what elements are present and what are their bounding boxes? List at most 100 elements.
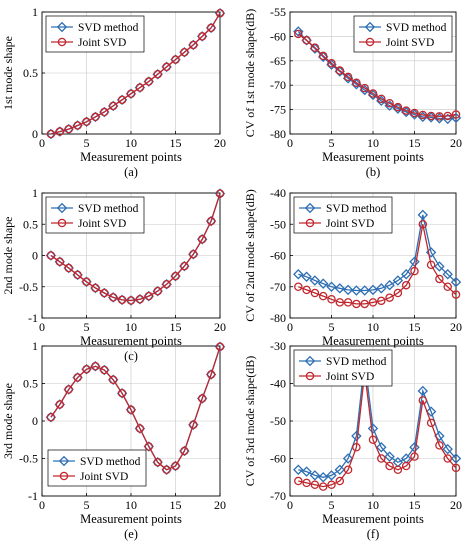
- data-point-svd: [367, 89, 379, 101]
- x-tick-label: 5: [84, 498, 90, 512]
- data-point-joint: [426, 260, 436, 270]
- legend-label: SVD method: [326, 356, 387, 368]
- data-point-joint: [335, 298, 345, 307]
- data-point-svd: [442, 269, 453, 280]
- data-point-joint: [335, 476, 345, 486]
- panel-2: 0 5 10 15 20 -80 -75 -70 -65 -60 -55 Measurement po…: [243, 5, 462, 179]
- data-point-joint: [435, 112, 444, 121]
- series-line-joint: [50, 12, 221, 135]
- data-point-joint: [343, 72, 353, 82]
- data-point-joint: [64, 263, 73, 273]
- data-point-svd: [317, 472, 329, 483]
- data-point-svd: [326, 470, 337, 481]
- x-tick-label: 10: [367, 498, 379, 512]
- data-point-svd: [409, 442, 420, 453]
- data-point-svd: [334, 66, 346, 77]
- data-point-joint: [162, 62, 171, 72]
- data-point-svd: [317, 278, 329, 289]
- y-tick-label: 0.5: [23, 377, 38, 391]
- panel-4: 0 5 10 15 20 -80 -70 -60 -50 -40 Measurement point…: [243, 186, 462, 363]
- data-point-svd: [367, 423, 379, 434]
- y-axis-label: CV of 1st mode shape(dB): [243, 9, 257, 137]
- data-point-joint: [327, 294, 336, 304]
- x-tick-label: 15: [409, 320, 421, 334]
- data-point-svd: [326, 59, 337, 70]
- y-tick-label: 0.5: [23, 66, 38, 80]
- data-point-joint: [443, 111, 452, 121]
- legend-label: SVD method: [78, 22, 139, 34]
- y-tick-label: -1: [28, 311, 38, 325]
- legend-circle-icon: [365, 37, 375, 47]
- data-point-svd: [450, 453, 462, 464]
- x-tick-label: 0: [39, 498, 45, 512]
- data-point-joint: [426, 418, 436, 428]
- data-point-joint: [435, 441, 444, 450]
- data-point-joint: [385, 293, 394, 302]
- data-point-svd: [309, 43, 321, 54]
- data-point-svd: [334, 283, 346, 294]
- data-point-svd: [342, 73, 354, 84]
- data-point-joint: [294, 476, 303, 486]
- data-point-joint: [435, 274, 444, 284]
- series-line-joint: [50, 346, 221, 471]
- y-tick-label: -1: [28, 489, 38, 503]
- data-point-joint: [343, 298, 353, 307]
- data-point-joint: [215, 189, 225, 198]
- data-point-joint: [180, 446, 189, 456]
- x-tick-label: 15: [409, 498, 421, 512]
- legend: SVD method Joint SVD: [293, 349, 393, 387]
- data-point-svd: [434, 430, 445, 442]
- legend-diamond-icon: [304, 355, 316, 367]
- y-tick-label: -70: [270, 489, 286, 503]
- data-point-joint: [302, 285, 311, 295]
- x-axis-label: Measurement points: [80, 150, 182, 164]
- x-tick-label: 20: [450, 498, 462, 512]
- x-tick-label: 15: [170, 498, 182, 512]
- data-point-svd: [351, 285, 362, 296]
- x-tick-label: 0: [39, 320, 45, 334]
- data-point-joint: [360, 83, 369, 93]
- data-point-joint: [197, 234, 207, 244]
- data-point-joint: [100, 107, 109, 117]
- data-point-joint: [206, 216, 216, 226]
- y-tick-label: 0: [32, 127, 38, 141]
- data-point-joint: [302, 478, 311, 488]
- legend-label: Joint SVD: [386, 37, 434, 49]
- data-point-joint: [153, 457, 162, 467]
- legend-circle-icon: [305, 218, 315, 228]
- x-tick-label: 0: [287, 498, 293, 512]
- data-point-svd: [384, 279, 395, 291]
- panel-5: 0 5 10 15 20 -1 -0.5 0 0.5 1 Measurement points 3rd…: [1, 339, 226, 541]
- data-point-joint: [368, 435, 378, 444]
- data-point-joint: [418, 396, 428, 405]
- data-point-joint: [91, 112, 100, 122]
- x-axis-label: Measurement points: [322, 150, 424, 164]
- data-point-joint: [443, 454, 452, 463]
- y-axis-label: CV of 2nd mode shape(dB): [243, 189, 257, 321]
- x-tick-label: 20: [450, 320, 462, 334]
- data-point-joint: [206, 23, 216, 33]
- series-line-joint: [297, 33, 457, 118]
- data-point-svd: [301, 466, 312, 477]
- y-axis-label: 1st mode shape: [1, 36, 15, 110]
- y-tick-label: -40: [270, 377, 286, 391]
- data-point-joint: [64, 385, 73, 394]
- x-tick-label: 5: [329, 136, 335, 150]
- data-point-svd: [400, 106, 412, 118]
- x-axis-label: Measurement points: [322, 512, 424, 526]
- legend-diamond-icon: [58, 455, 70, 467]
- y-tick-label: -55: [270, 5, 286, 19]
- x-tick-label: 0: [287, 320, 293, 334]
- y-tick-label: -65: [270, 54, 286, 68]
- x-tick-label: 5: [329, 320, 335, 334]
- x-tick-label: 15: [409, 136, 421, 150]
- data-point-joint: [46, 412, 56, 422]
- x-tick-label: 15: [170, 320, 182, 334]
- y-tick-label: -0.5: [19, 452, 38, 466]
- panel-3: 0 5 10 15 20 -1 -0.5 0 0.5 1 Measurement points 2nd…: [1, 186, 226, 363]
- data-point-joint: [352, 299, 361, 309]
- data-point-joint: [377, 94, 386, 104]
- data-point-joint: [144, 291, 154, 301]
- data-point-joint: [73, 270, 82, 280]
